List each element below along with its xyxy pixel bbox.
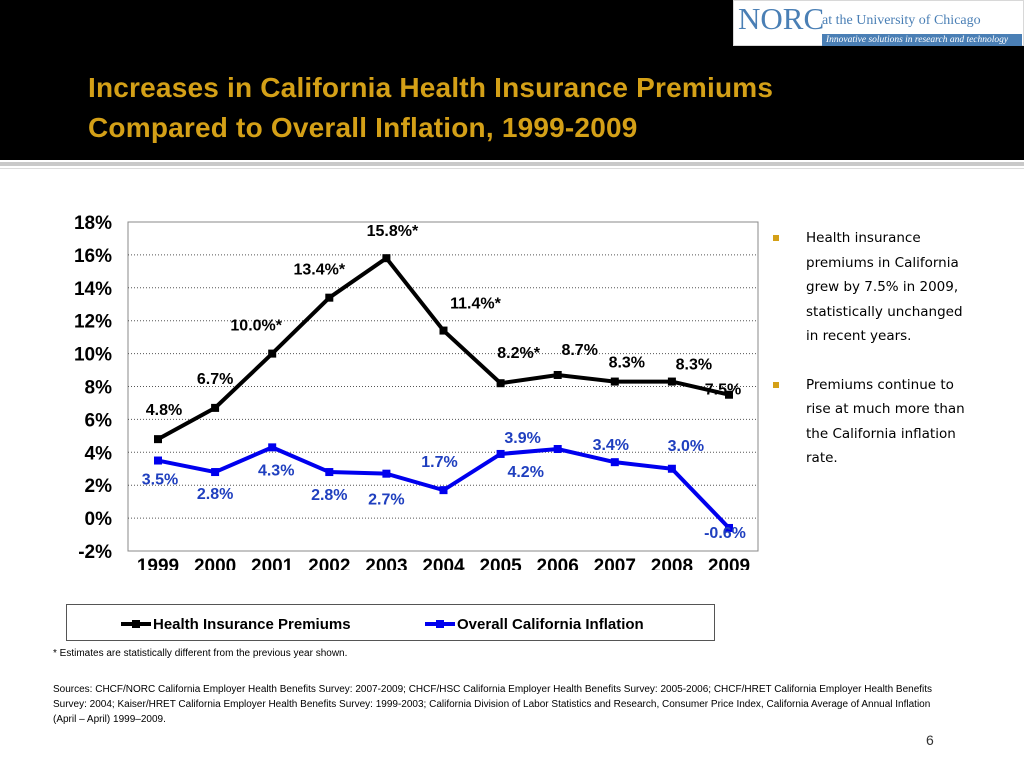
data-label-premiums: 8.3% — [609, 355, 645, 372]
legend-label-inflation: Overall California Inflation — [457, 615, 644, 633]
data-label-premiums: 8.3% — [676, 357, 712, 374]
data-label-premiums: 11.4%* — [450, 296, 501, 313]
data-label-inflation: 1.7% — [421, 454, 457, 471]
y-tick-label: 10% — [74, 345, 112, 366]
legend-swatch-inflation — [425, 614, 455, 634]
bullet-list: Health insurance premiums in California … — [770, 226, 970, 495]
y-tick-label: 2% — [85, 476, 113, 497]
data-point-premiums — [610, 377, 619, 386]
data-label-premiums: 7.5% — [705, 382, 741, 399]
data-label-inflation: 4.3% — [258, 462, 294, 479]
data-label-premiums: 10.0%* — [230, 318, 282, 335]
x-tick-label: 2003 — [365, 556, 407, 570]
data-label-inflation: 3.9% — [504, 430, 540, 447]
x-tick-label: 2004 — [422, 556, 465, 570]
bullet-marker — [773, 381, 779, 388]
y-tick-label: 6% — [85, 410, 113, 431]
bullet-item: Health insurance premiums in California … — [770, 226, 970, 349]
x-tick-label: 2000 — [194, 556, 236, 570]
data-label-inflation: 3.0% — [668, 438, 704, 455]
x-tick-label: 2005 — [479, 556, 522, 570]
x-tick-label: 2007 — [594, 556, 636, 570]
data-point-inflation — [496, 449, 505, 458]
data-point-premiums — [667, 377, 676, 386]
data-label-inflation: 3.5% — [142, 472, 178, 489]
x-tick-label: 2008 — [651, 556, 693, 570]
y-tick-label: 8% — [85, 378, 113, 399]
legend-swatch-premiums — [121, 614, 151, 634]
x-tick-label: 2001 — [251, 556, 294, 570]
data-point-inflation — [610, 458, 619, 467]
data-label-premiums: 4.8% — [146, 402, 182, 419]
data-point-premiums — [154, 435, 162, 444]
data-point-premiums — [211, 403, 220, 412]
data-point-premiums — [496, 379, 505, 388]
data-point-inflation — [382, 469, 391, 478]
bullet-item: Premiums continue to rise at much more t… — [770, 373, 970, 471]
data-point-premiums — [268, 349, 277, 358]
series-line-premiums — [157, 255, 730, 441]
chart-legend: Health Insurance Premiums Overall Califo… — [66, 604, 715, 641]
data-label-inflation: 2.7% — [368, 492, 404, 509]
y-tick-label: 12% — [74, 312, 112, 333]
data-point-premiums — [325, 293, 334, 302]
data-label-premiums: 13.4%* — [294, 262, 346, 279]
data-point-inflation — [553, 445, 562, 454]
data-point-premiums — [382, 254, 391, 263]
data-point-inflation — [325, 468, 334, 477]
legend-label-premiums: Health Insurance Premiums — [153, 615, 351, 633]
line-chart: 18% 16% 14% 12% 10% 8% 6% 4% 2% 0% -2% 1999 2000 2001… — [74, 213, 759, 570]
data-label-inflation: 3.4% — [593, 437, 629, 454]
norc-logo: NORC at the University of Chicago Innova… — [733, 0, 1024, 46]
y-tick-label: 16% — [74, 246, 112, 267]
page-number: 6 — [926, 732, 934, 748]
divider-thick — [0, 162, 1024, 166]
bullet-marker — [773, 235, 779, 241]
data-label-inflation: 2.8% — [311, 487, 347, 504]
x-tick-label: 1999 — [137, 556, 179, 570]
slide-title-line-2: Compared to Overall Inflation, 1999-2009 — [88, 112, 638, 143]
logo-main-text: NORC — [738, 1, 825, 36]
y-tick-label: -2% — [78, 542, 112, 563]
data-point-inflation — [154, 456, 162, 465]
data-point-premiums — [553, 370, 562, 379]
y-tick-label: 0% — [85, 509, 113, 530]
slide-title-line-1: Increases in California Health Insurance… — [88, 72, 774, 103]
data-label-premiums: 8.2%* — [497, 345, 540, 362]
legend-item-inflation: Overall California Inflation — [425, 614, 644, 634]
y-tick-label: 4% — [85, 443, 113, 464]
data-label-inflation: 2.8% — [197, 486, 233, 503]
x-tick-label: 2009 — [708, 556, 750, 570]
y-tick-label: 18% — [74, 213, 112, 234]
data-label-premiums: 15.8%* — [367, 223, 419, 240]
data-point-inflation — [725, 523, 733, 532]
footnote: * Estimates are statistically different … — [53, 648, 348, 659]
bullet-text: Premiums continue to rise at much more t… — [806, 376, 965, 467]
data-point-premiums — [725, 390, 733, 399]
data-point-inflation — [439, 486, 448, 495]
data-label-premiums: 8.7% — [561, 342, 597, 359]
data-label-inflation: 4.2% — [507, 464, 543, 481]
y-tick-label: 14% — [74, 279, 112, 300]
x-tick-label: 2006 — [537, 556, 579, 570]
sources-note: Sources: CHCF/NORC California Employer H… — [53, 684, 933, 725]
data-point-inflation — [211, 468, 220, 477]
x-tick-label: 2002 — [308, 556, 350, 570]
data-label-inflation: -0.6% — [704, 525, 746, 542]
data-point-inflation — [667, 464, 676, 473]
data-label-premiums: 6.7% — [197, 371, 233, 388]
bullet-text: Health insurance premiums in California … — [806, 230, 963, 344]
logo-sub-text: at the University of Chicago — [822, 13, 981, 28]
legend-item-premiums: Health Insurance Premiums — [121, 614, 351, 634]
data-point-premiums — [439, 326, 448, 335]
divider-thin — [0, 168, 1024, 169]
data-point-inflation — [268, 443, 277, 452]
logo-tagline: Innovative solutions in research and tec… — [822, 34, 1022, 46]
